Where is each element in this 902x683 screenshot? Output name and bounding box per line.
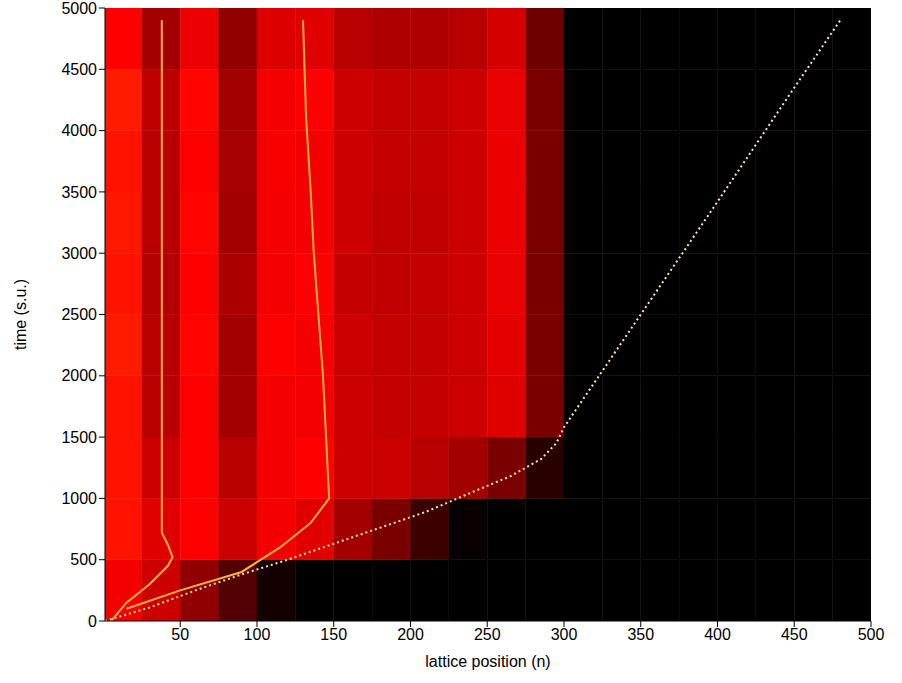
svg-text:50: 50 [171, 626, 189, 643]
svg-text:350: 350 [627, 626, 654, 643]
svg-text:450: 450 [781, 626, 808, 643]
svg-text:4000: 4000 [61, 122, 97, 139]
svg-text:500: 500 [70, 551, 97, 568]
svg-text:3500: 3500 [61, 184, 97, 201]
svg-text:300: 300 [551, 626, 578, 643]
svg-text:5000: 5000 [61, 0, 97, 17]
svg-text:100: 100 [244, 626, 271, 643]
svg-text:0: 0 [88, 613, 97, 630]
svg-text:1000: 1000 [61, 490, 97, 507]
svg-text:500: 500 [858, 626, 885, 643]
svg-text:lattice position (n): lattice position (n) [425, 653, 550, 670]
svg-text:400: 400 [704, 626, 731, 643]
svg-text:time (s.u.): time (s.u.) [12, 279, 29, 350]
svg-text:4500: 4500 [61, 61, 97, 78]
svg-text:2000: 2000 [61, 367, 97, 384]
svg-text:3000: 3000 [61, 245, 97, 262]
svg-text:150: 150 [320, 626, 347, 643]
svg-text:200: 200 [397, 626, 424, 643]
svg-text:1500: 1500 [61, 429, 97, 446]
svg-text:2500: 2500 [61, 306, 97, 323]
svg-text:250: 250 [474, 626, 501, 643]
